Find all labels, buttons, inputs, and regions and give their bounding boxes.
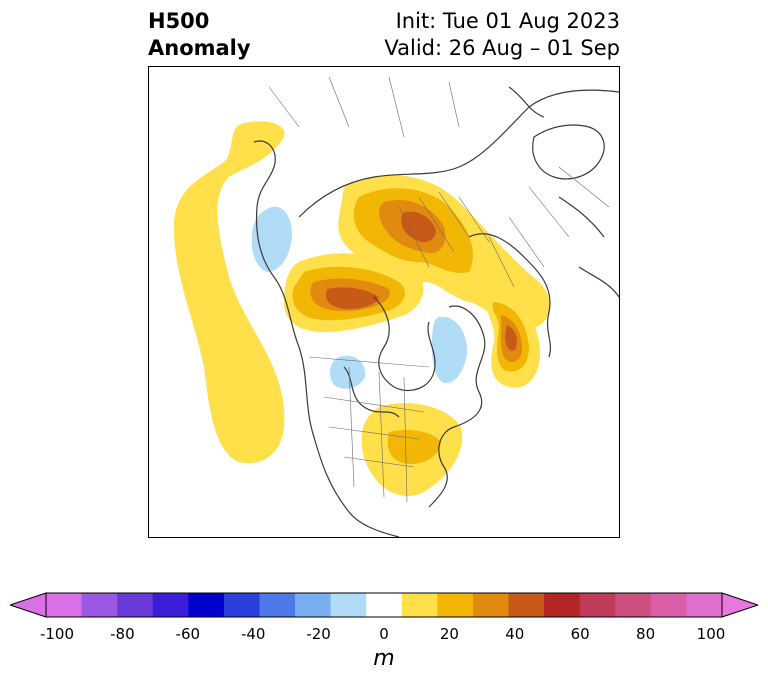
- anomaly-map: [174, 76, 619, 537]
- colorbar-segment: [650, 593, 687, 617]
- colorbar-segment: [117, 593, 154, 617]
- colorbar-tick-label: -60: [175, 625, 201, 643]
- colorbar-segment: [188, 593, 225, 617]
- colorbar-extend-low: [10, 592, 47, 618]
- colorbar-segment: [46, 593, 83, 617]
- atlantic-anomaly-core-3: [505, 325, 517, 351]
- colorbar-tick-label: -20: [306, 625, 331, 643]
- negative-anomaly-hudson: [431, 316, 467, 384]
- pacific-positive-anomaly: [174, 121, 285, 464]
- colorbar-segment: [579, 593, 616, 617]
- colorbar: [10, 592, 758, 618]
- colorbar-segment: [686, 593, 723, 617]
- title-line-2: Anomaly: [148, 36, 251, 60]
- colorbar-tick-label: 40: [505, 625, 525, 643]
- colorbar-tick-label: -80: [110, 625, 135, 643]
- colorbar-segments: [46, 593, 723, 617]
- colorbar-segment: [437, 593, 474, 617]
- colorbar-segment: [295, 593, 332, 617]
- eastern-us-anomaly-core: [387, 430, 441, 465]
- colorbar-tick-label: 0: [379, 625, 389, 643]
- colorbar-tick-label: 60: [570, 625, 590, 643]
- coastlines: [253, 86, 619, 537]
- canada-anomaly-core-3: [325, 287, 379, 310]
- colorbar-tick-label: 80: [636, 625, 656, 643]
- colorbar-segment: [152, 593, 189, 617]
- colorbar-segment: [81, 593, 118, 617]
- colorbar-segment: [223, 593, 260, 617]
- valid-time-info: Init: Tue 01 Aug 2023 Valid: 26 Aug – 01…: [384, 8, 620, 62]
- init-time: Init: Tue 01 Aug 2023: [395, 9, 620, 33]
- colorbar-segment: [259, 593, 296, 617]
- political-borders: [268, 76, 610, 503]
- arctic-anomaly-core-3: [401, 211, 436, 243]
- colorbar-segment: [508, 593, 545, 617]
- colorbar-tick-label: -40: [240, 625, 266, 643]
- colorbar-segment: [401, 593, 438, 617]
- colorbar-tick-label: 100: [696, 625, 726, 643]
- colorbar-segment: [472, 593, 510, 617]
- negative-anomaly-pacific-nw: [251, 206, 292, 272]
- colorbar-tick-label: -100: [39, 625, 75, 643]
- colorbar-segment: [615, 593, 652, 617]
- colorbar-frame: [45, 592, 723, 618]
- anomaly-shading: [174, 121, 550, 497]
- colorbar-tick-label: 20: [439, 625, 459, 643]
- colorbar-segment: [330, 593, 367, 617]
- colorbar-segment: [544, 593, 581, 617]
- title-line-1: H500: [148, 9, 210, 33]
- colorbar-units: m: [373, 646, 395, 671]
- colorbar-extend-high: [721, 592, 758, 618]
- map-title: H500 Anomaly: [148, 8, 251, 62]
- valid-period: Valid: 26 Aug – 01 Sep: [384, 36, 620, 60]
- map-panel: [148, 66, 620, 538]
- colorbar-segment: [366, 593, 403, 617]
